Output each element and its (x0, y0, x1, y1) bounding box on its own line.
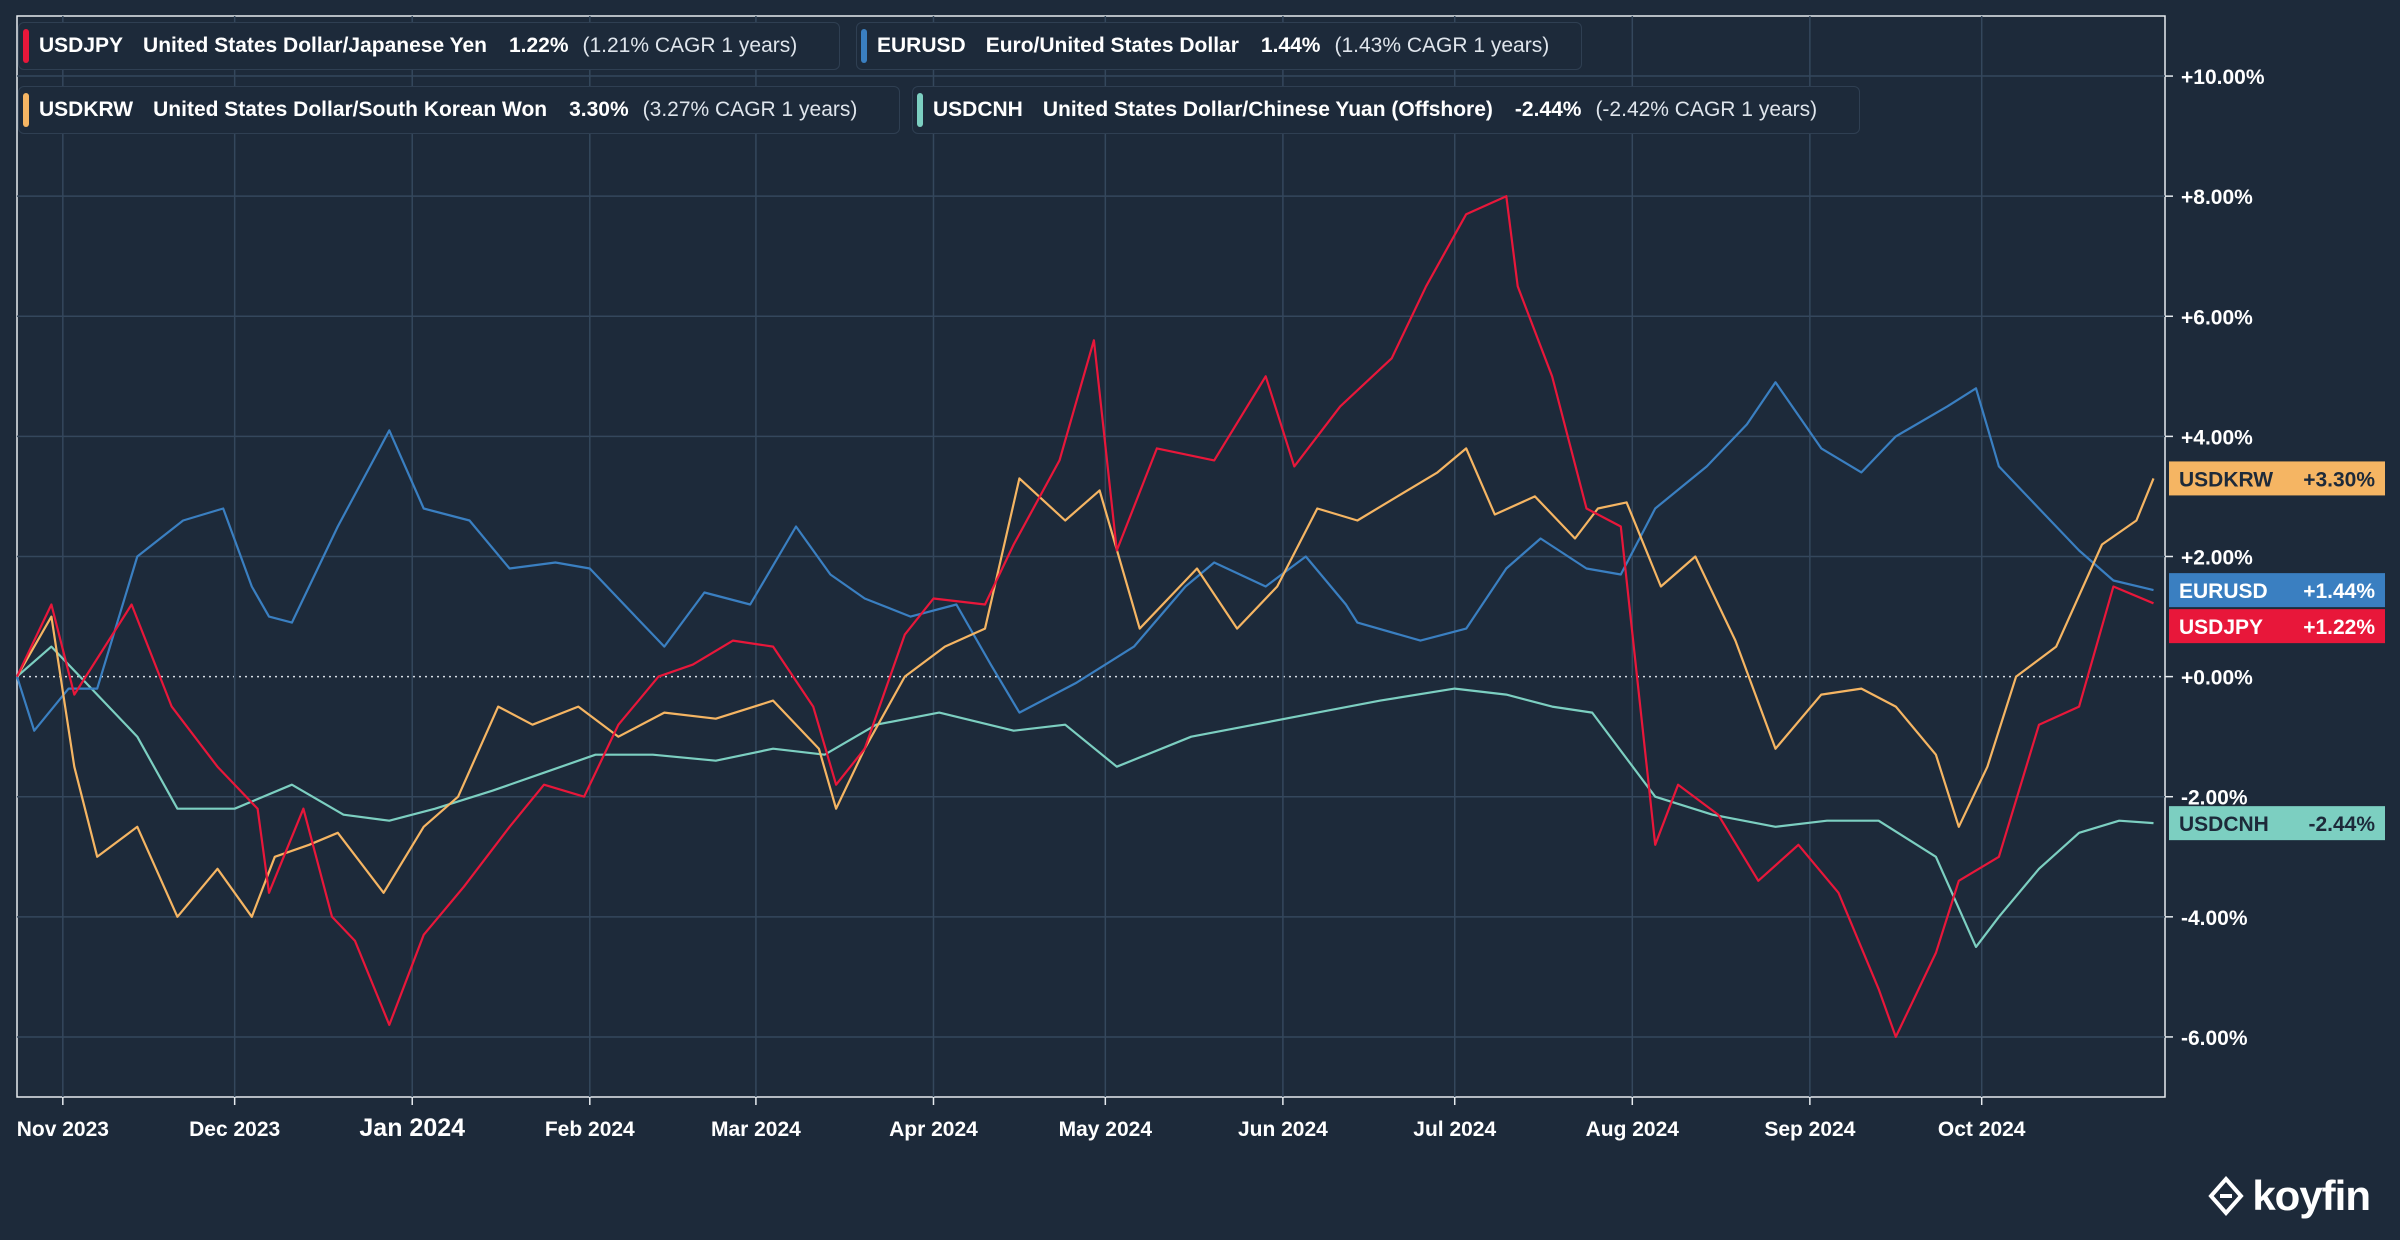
x-tick-label: Jan 2024 (359, 1114, 465, 1142)
legend-symbol: USDJPY (39, 34, 124, 57)
x-tick-label: Jun 2024 (1238, 1118, 1328, 1141)
legend-percent: 1.44% (1260, 34, 1321, 57)
series-line-usdkrw (16, 447, 2155, 918)
x-tick-label: Feb 2024 (545, 1118, 635, 1141)
y-tick-label: +2.00% (2181, 547, 2253, 570)
end-label-usdkrw: USDKRW +3.30% (2169, 461, 2385, 496)
x-tick-label: May 2024 (1059, 1118, 1153, 1141)
y-tick-label: +10.00% (2181, 66, 2265, 89)
legend-item-usdcnh[interactable]: USDCNH United States Dollar/Chinese Yuan… (912, 86, 1860, 134)
legend-color-bar (23, 29, 29, 63)
y-tick-label: +0.00% (2181, 667, 2253, 690)
x-tick-label: Jul 2024 (1413, 1118, 1496, 1141)
end-label-usdjpy: USDJPY +1.22% (2169, 609, 2385, 644)
end-label-value: -2.44% (2308, 813, 2375, 836)
end-label-symbol: USDJPY (2179, 616, 2263, 639)
legend-item-usdkrw[interactable]: USDKRW United States Dollar/South Korean… (18, 86, 900, 134)
legend-cagr: (3.27% CAGR 1 years) (642, 98, 858, 121)
legend-name: United States Dollar/Japanese Yen (143, 34, 487, 57)
y-tick-label: -6.00% (2181, 1027, 2248, 1050)
legend-item-usdjpy[interactable]: USDJPY United States Dollar/Japanese Yen… (18, 22, 840, 70)
koyfin-logo-icon (2208, 1176, 2244, 1216)
x-tick-label: Nov 2023 (17, 1118, 109, 1141)
legend-cagr: (1.21% CAGR 1 years) (582, 34, 798, 57)
legend-symbol: USDKRW (39, 98, 134, 121)
series-line-eurusd (15, 381, 2154, 732)
end-label-eurusd: EURUSD +1.44% (2169, 573, 2385, 608)
y-tick-label: -4.00% (2181, 907, 2248, 930)
y-tick-label: -2.00% (2181, 787, 2248, 810)
legend-color-bar (861, 29, 867, 63)
legend-name: United States Dollar/Chinese Yuan (Offsh… (1042, 98, 1493, 121)
legend-percent: 1.22% (508, 34, 569, 57)
x-tick-label: Mar 2024 (711, 1118, 801, 1141)
legend-symbol: USDCNH (933, 98, 1023, 121)
end-label-box (2169, 806, 2385, 841)
end-label-box (2169, 609, 2385, 644)
end-label-box (2169, 461, 2385, 496)
x-tick-label: Sep 2024 (1764, 1118, 1855, 1141)
series-lines (15, 195, 2155, 1038)
end-label-box (2169, 573, 2385, 608)
logo-text: koyfin (2252, 1172, 2371, 1219)
koyfin-logo: koyfin (2206, 1172, 2371, 1220)
series-line-usdcnh (16, 645, 2154, 948)
axes: +10.00% +8.00% +6.00% +4.00% +2.00% +0.00% -2.… (17, 66, 2265, 1142)
legend-cagr: (1.43% CAGR 1 years) (1334, 34, 1550, 57)
legend-color-bar (23, 93, 29, 127)
legend-percent: -2.44% (1514, 98, 1582, 121)
legend-percent: 3.30% (569, 98, 629, 121)
x-tick-label: Apr 2024 (889, 1118, 978, 1141)
grid (16, 15, 2166, 1098)
y-tick-label: +8.00% (2181, 186, 2253, 209)
legend-item-eurusd[interactable]: EURUSD Euro/United States Dollar 1.44% (… (856, 22, 1582, 70)
x-tick-label: Dec 2023 (189, 1118, 280, 1141)
end-label-symbol: USDCNH (2179, 813, 2269, 836)
legend-color-bar (917, 93, 923, 127)
legend-name: Euro/United States Dollar (985, 34, 1239, 57)
legend-name: United States Dollar/South Korean Won (153, 98, 548, 121)
legend-cagr: (-2.42% CAGR 1 years) (1595, 98, 1818, 121)
end-labels: USDKRW +3.30% EURUSD +1.44% USDJPY +1.22% USDC… (2169, 461, 2385, 841)
end-label-symbol: USDKRW (2179, 468, 2273, 491)
end-label-value: +3.30% (2303, 468, 2375, 491)
series-line-usdjpy (16, 195, 2154, 1038)
end-label-value: +1.22% (2303, 616, 2375, 639)
x-tick-label: Aug 2024 (1586, 1118, 1680, 1141)
legend-symbol: EURUSD (877, 34, 966, 57)
end-label-value: +1.44% (2303, 580, 2375, 603)
y-tick-label: +4.00% (2181, 426, 2253, 449)
end-label-symbol: EURUSD (2179, 580, 2268, 603)
x-tick-label: Oct 2024 (1938, 1118, 2026, 1141)
end-label-usdcnh: USDCNH -2.44% (2169, 806, 2385, 841)
y-tick-label: +6.00% (2181, 306, 2253, 329)
